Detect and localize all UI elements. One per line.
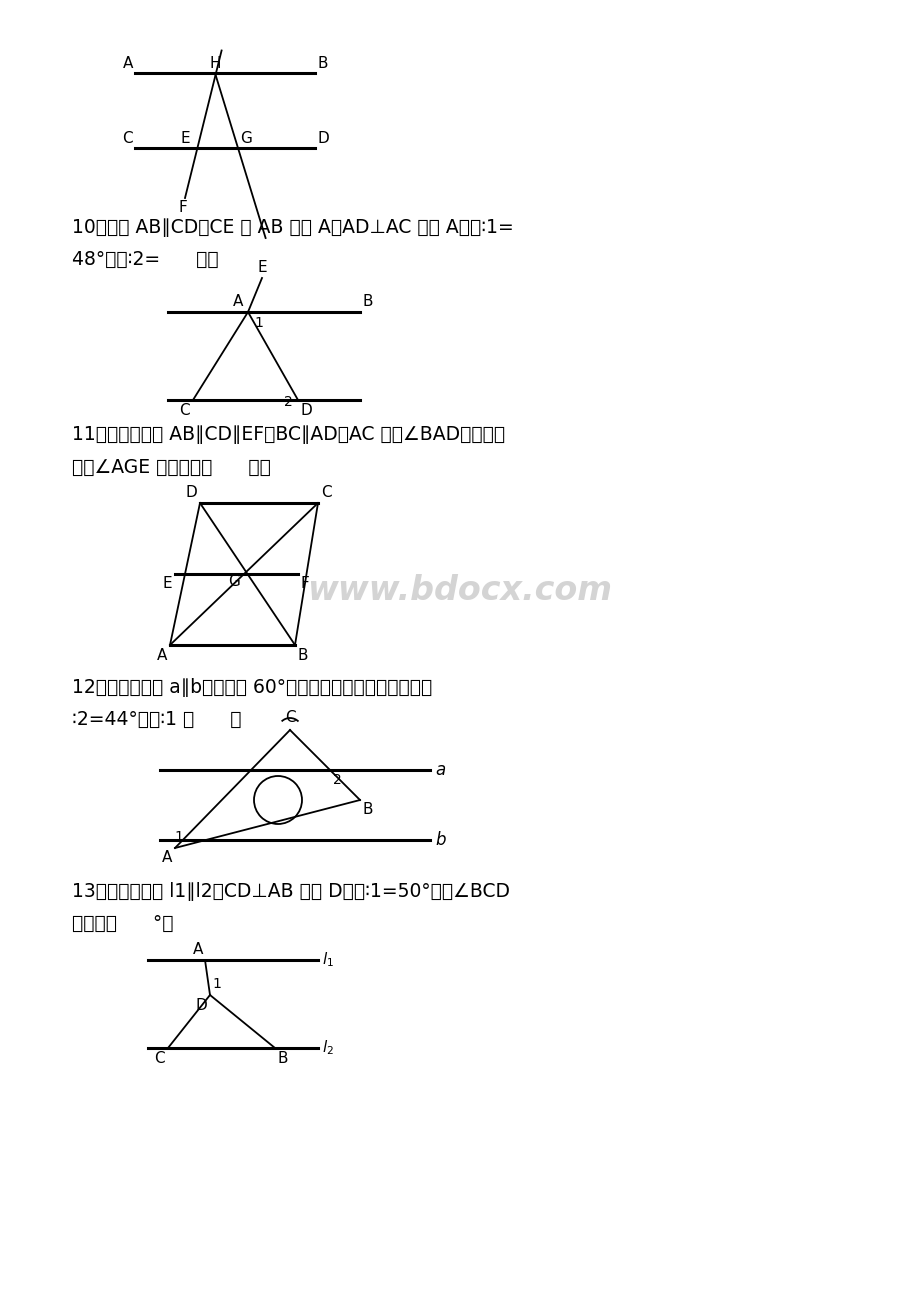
Text: www.bdocx.com: www.bdocx.com [307, 573, 612, 607]
Text: D: D [185, 486, 197, 500]
Text: a: a [435, 760, 445, 779]
Text: $l_2$: $l_2$ [322, 1039, 334, 1057]
Text: C: C [284, 710, 295, 725]
Text: 2: 2 [284, 395, 292, 409]
Text: A: A [162, 850, 172, 865]
Text: H: H [209, 56, 221, 72]
Text: 1: 1 [175, 829, 184, 844]
Text: C: C [154, 1051, 165, 1066]
Text: B: B [298, 648, 308, 663]
Text: 中与∠AGE 相等的角有      个．: 中与∠AGE 相等的角有 个． [72, 458, 270, 477]
Text: D: D [301, 404, 312, 418]
Text: C: C [179, 404, 190, 418]
Text: D: D [195, 999, 207, 1013]
Text: F: F [301, 575, 310, 591]
Text: 12．如图，直线 a∥b，一块含 60°角的直角三角板如图放置，若: 12．如图，直线 a∥b，一块含 60°角的直角三角板如图放置，若 [72, 678, 432, 697]
Text: 1: 1 [254, 316, 263, 329]
Text: A: A [122, 56, 133, 72]
Text: 13．如图，直线 l1∥l2，CD⊥AB 于点 D，若∶1=50°，则∠BCD: 13．如图，直线 l1∥l2，CD⊥AB 于点 D，若∶1=50°，则∠BCD [72, 881, 509, 901]
Text: D: D [318, 132, 329, 146]
Text: C: C [122, 132, 133, 146]
Text: A: A [192, 943, 203, 957]
Text: 1: 1 [211, 976, 221, 991]
Text: E: E [180, 132, 190, 146]
Text: $l_1$: $l_1$ [322, 950, 334, 970]
Text: G: G [228, 574, 240, 589]
Text: F: F [178, 201, 187, 215]
Text: B: B [363, 802, 373, 816]
Text: A: A [156, 648, 167, 663]
Text: B: B [363, 294, 373, 309]
Text: b: b [435, 831, 445, 849]
Text: A: A [233, 294, 243, 309]
Text: 的度数为      °．: 的度数为 °． [72, 914, 174, 934]
Text: 10．如图 AB∥CD，CE 交 AB 于点 A，AD⊥AC 于点 A，若∶1=: 10．如图 AB∥CD，CE 交 AB 于点 A，AD⊥AC 于点 A，若∶1= [72, 217, 513, 237]
Text: G: G [240, 132, 252, 146]
Text: E: E [162, 575, 172, 591]
Text: C: C [321, 486, 331, 500]
Text: E: E [257, 260, 267, 275]
Text: B: B [318, 56, 328, 72]
Text: 11．如图，已知 AB∥CD∥EF，BC∥AD，AC 平分∠BAD，那么图: 11．如图，已知 AB∥CD∥EF，BC∥AD，AC 平分∠BAD，那么图 [72, 424, 505, 444]
Text: 48°，则∶2=      度．: 48°，则∶2= 度． [72, 250, 219, 270]
Text: 2: 2 [333, 773, 341, 786]
Text: ∶2=44°，则∶1 为      ．: ∶2=44°，则∶1 为 ． [72, 710, 242, 729]
Text: B: B [278, 1051, 289, 1066]
